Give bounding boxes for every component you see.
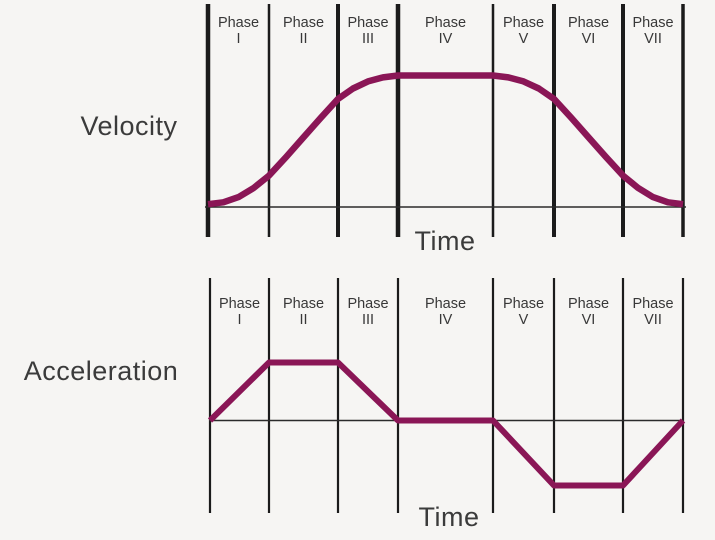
- phase-word: Phase: [424, 296, 467, 312]
- phase-label-bottom-iii: Phase III: [334, 296, 402, 328]
- phase-numeral: I: [236, 31, 241, 47]
- phase-numeral: IV: [438, 31, 453, 47]
- phase-word: Phase: [282, 296, 325, 312]
- phase-label-bottom-v: Phase V: [490, 296, 558, 328]
- phase-word: Phase: [218, 296, 261, 312]
- phase-word: Phase: [282, 15, 325, 31]
- phase-word: Phase: [424, 15, 467, 31]
- phase-label-bottom-i: Phase I: [206, 296, 274, 328]
- phase-numeral: II: [299, 312, 308, 328]
- time-axis-label-top: Time: [414, 226, 476, 256]
- phase-label-bottom-ii: Phase II: [270, 296, 338, 328]
- phase-label-top-vi: Phase VI: [555, 15, 623, 47]
- phase-label-top-vii: Phase VII: [619, 15, 687, 47]
- phase-label-top-ii: Phase II: [270, 15, 338, 47]
- phase-word: Phase: [567, 15, 610, 31]
- phase-label-top-iii: Phase III: [334, 15, 402, 47]
- phase-word: Phase: [217, 15, 260, 31]
- phase-numeral: VI: [581, 31, 596, 47]
- acceleration-axis-label: Acceleration: [23, 356, 179, 386]
- phase-word: Phase: [502, 296, 545, 312]
- phase-numeral: III: [361, 31, 375, 47]
- phase-label-top-v: Phase V: [490, 15, 558, 47]
- phase-word: Phase: [347, 15, 389, 31]
- phase-numeral: V: [518, 31, 529, 47]
- phase-word: Phase: [632, 296, 674, 312]
- phase-word: Phase: [632, 15, 674, 31]
- phase-numeral: VII: [644, 31, 662, 47]
- phase-label-top-i: Phase I: [205, 15, 273, 47]
- phase-numeral: II: [299, 31, 308, 47]
- phase-label-top-iv: Phase IV: [412, 15, 480, 47]
- phase-word: Phase: [567, 296, 610, 312]
- phase-word: Phase: [347, 296, 389, 312]
- phase-label-bottom-vi: Phase VI: [555, 296, 623, 328]
- phase-numeral: IV: [438, 312, 453, 328]
- velocity-axis-label: Velocity: [80, 111, 178, 141]
- phase-numeral: I: [237, 312, 242, 328]
- time-axis-label-bottom: Time: [418, 502, 480, 532]
- phase-label-bottom-iv: Phase IV: [412, 296, 480, 328]
- acceleration-curve: [207, 359, 686, 489]
- phase-numeral: VII: [644, 312, 662, 328]
- phase-numeral: III: [361, 312, 375, 328]
- velocity-curve: [207, 72, 684, 208]
- phase-label-bottom-vii: Phase VII: [619, 296, 687, 328]
- phase-numeral: V: [518, 312, 529, 328]
- phase-word: Phase: [502, 15, 545, 31]
- phase-numeral: VI: [581, 312, 596, 328]
